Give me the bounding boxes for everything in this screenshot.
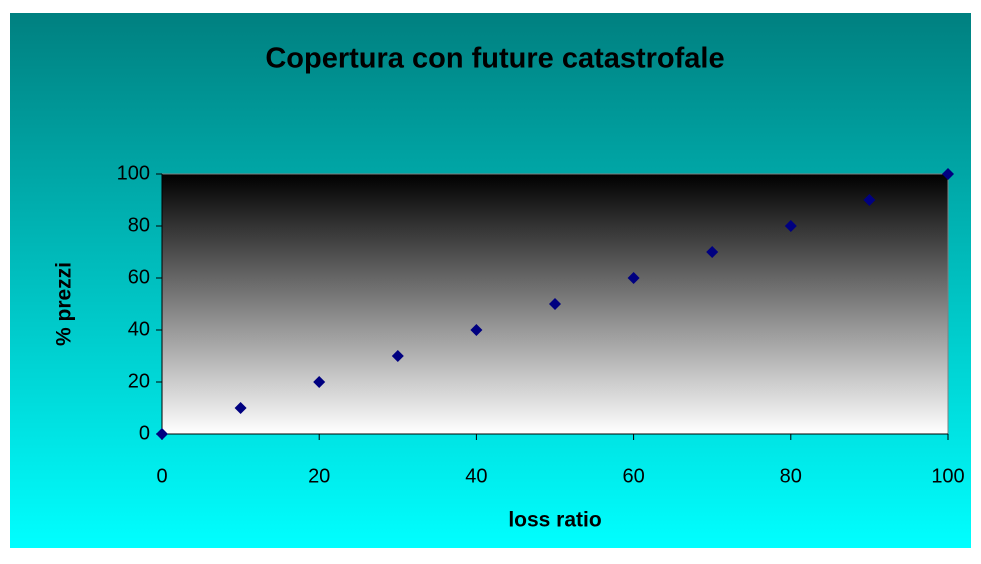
y-tick-label: 80 <box>128 214 150 236</box>
x-tick-label: 0 <box>156 465 167 487</box>
x-tick-label: 40 <box>465 465 487 487</box>
x-tick-label: 20 <box>308 465 330 487</box>
data-point <box>627 272 640 284</box>
y-tick-label: 40 <box>128 318 150 340</box>
x-axis-label: loss ratio <box>508 509 601 532</box>
data-point <box>784 220 797 232</box>
data-point <box>942 168 954 180</box>
data-point <box>156 428 168 440</box>
data-point <box>391 350 404 362</box>
data-point <box>706 246 719 258</box>
data-point <box>313 376 326 388</box>
y-axis-label: % prezzi <box>53 262 76 346</box>
data-point <box>470 324 483 336</box>
chart-title: Copertura con future catastrofale <box>265 43 724 75</box>
y-tick-label: 100 <box>117 162 150 184</box>
data-point <box>863 194 876 206</box>
data-point <box>549 298 561 310</box>
y-tick-label: 0 <box>139 422 150 444</box>
y-tick-label: 20 <box>128 370 150 392</box>
x-tick-label: 100 <box>931 465 964 487</box>
data-point <box>234 402 247 414</box>
x-tick-label: 80 <box>780 465 802 487</box>
y-tick-label: 60 <box>128 266 150 288</box>
x-tick-label: 60 <box>622 465 644 487</box>
